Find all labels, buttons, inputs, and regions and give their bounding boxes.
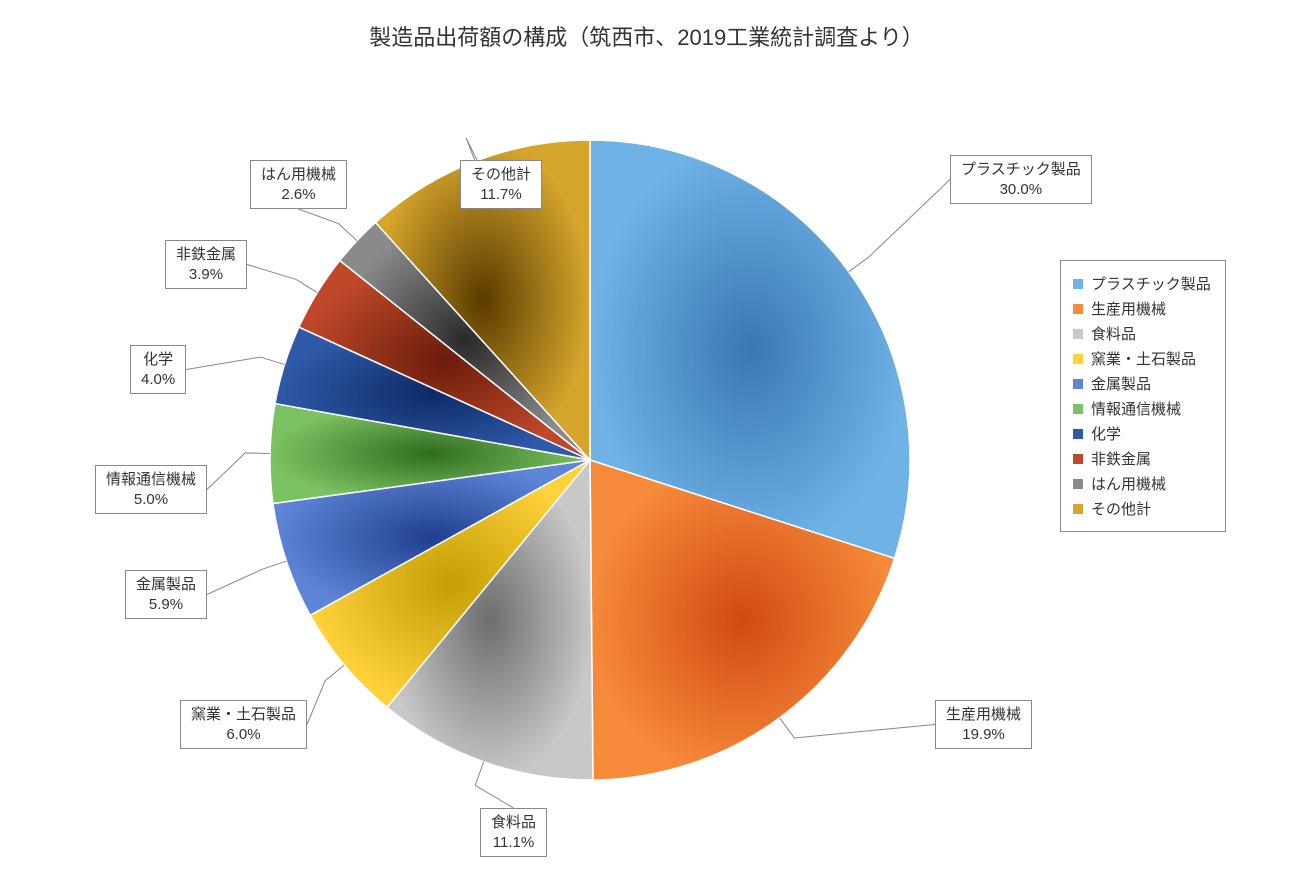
- legend-label: 化学: [1091, 423, 1121, 444]
- callout-name: 金属製品: [136, 575, 196, 595]
- legend-item-2: 食料品: [1073, 323, 1211, 344]
- callout-name: 生産用機械: [946, 705, 1021, 725]
- callout-2: 食料品11.1%: [480, 808, 547, 857]
- callout-percent: 3.9%: [176, 265, 236, 285]
- legend-swatch-icon: [1073, 479, 1083, 489]
- callout-percent: 4.0%: [141, 370, 175, 390]
- legend-label: 情報通信機械: [1091, 398, 1181, 419]
- legend-item-1: 生産用機械: [1073, 298, 1211, 319]
- callout-percent: 11.7%: [471, 185, 531, 205]
- legend-item-3: 窯業・土石製品: [1073, 348, 1211, 369]
- callout-name: 情報通信機械: [106, 470, 196, 490]
- legend-label: はん用機械: [1091, 473, 1166, 494]
- legend-item-6: 化学: [1073, 423, 1211, 444]
- callout-percent: 2.6%: [261, 185, 336, 205]
- legend-label: 食料品: [1091, 323, 1136, 344]
- callout-name: その他計: [471, 165, 531, 185]
- callout-name: プラスチック製品: [961, 160, 1081, 180]
- callout-name: 食料品: [491, 813, 536, 833]
- legend-label: 非鉄金属: [1091, 448, 1151, 469]
- callout-name: はん用機械: [261, 165, 336, 185]
- chart-page: { "chart": { "type": "pie", "title": "製造…: [0, 0, 1293, 885]
- legend-swatch-icon: [1073, 279, 1083, 289]
- leader-line-0: [849, 180, 950, 272]
- legend-item-5: 情報通信機械: [1073, 398, 1211, 419]
- leader-line-1: [780, 718, 935, 738]
- legend-swatch-icon: [1073, 379, 1083, 389]
- callout-6: 化学4.0%: [130, 345, 186, 394]
- legend-swatch-icon: [1073, 304, 1083, 314]
- callout-name: 化学: [141, 350, 175, 370]
- legend-swatch-icon: [1073, 504, 1083, 514]
- callout-percent: 30.0%: [961, 180, 1081, 200]
- legend-item-7: 非鉄金属: [1073, 448, 1211, 469]
- callout-1: 生産用機械19.9%: [935, 700, 1032, 749]
- legend-swatch-icon: [1073, 429, 1083, 439]
- callout-percent: 5.9%: [136, 595, 196, 615]
- legend-label: 生産用機械: [1091, 298, 1166, 319]
- legend-swatch-icon: [1073, 354, 1083, 364]
- legend-swatch-icon: [1073, 329, 1083, 339]
- leader-line-7: [247, 265, 317, 293]
- legend-swatch-icon: [1073, 404, 1083, 414]
- leader-line-6: [186, 357, 284, 369]
- legend-label: その他計: [1091, 498, 1151, 519]
- callout-5: 情報通信機械5.0%: [95, 465, 207, 514]
- callout-0: プラスチック製品30.0%: [950, 155, 1092, 204]
- leader-line-3: [307, 665, 344, 725]
- callout-percent: 6.0%: [191, 725, 296, 745]
- legend-item-0: プラスチック製品: [1073, 273, 1211, 294]
- callout-name: 非鉄金属: [176, 245, 236, 265]
- callout-percent: 11.1%: [491, 833, 536, 853]
- legend-label: プラスチック製品: [1091, 273, 1211, 294]
- callout-percent: 19.9%: [946, 725, 1021, 745]
- legend-item-8: はん用機械: [1073, 473, 1211, 494]
- callout-3: 窯業・土石製品6.0%: [180, 700, 307, 749]
- callout-percent: 5.0%: [106, 490, 196, 510]
- legend-item-4: 金属製品: [1073, 373, 1211, 394]
- callout-8: はん用機械2.6%: [250, 160, 347, 209]
- legend: プラスチック製品生産用機械食料品窯業・土石製品金属製品情報通信機械化学非鉄金属は…: [1060, 260, 1226, 532]
- callout-7: 非鉄金属3.9%: [165, 240, 247, 289]
- legend-label: 金属製品: [1091, 373, 1151, 394]
- leader-line-8: [299, 209, 357, 241]
- legend-swatch-icon: [1073, 454, 1083, 464]
- leader-line-4: [207, 561, 286, 594]
- callout-4: 金属製品5.9%: [125, 570, 207, 619]
- callout-9: その他計11.7%: [460, 160, 542, 209]
- legend-item-9: その他計: [1073, 498, 1211, 519]
- legend-label: 窯業・土石製品: [1091, 348, 1196, 369]
- leader-line-5: [207, 453, 270, 490]
- callout-name: 窯業・土石製品: [191, 705, 296, 725]
